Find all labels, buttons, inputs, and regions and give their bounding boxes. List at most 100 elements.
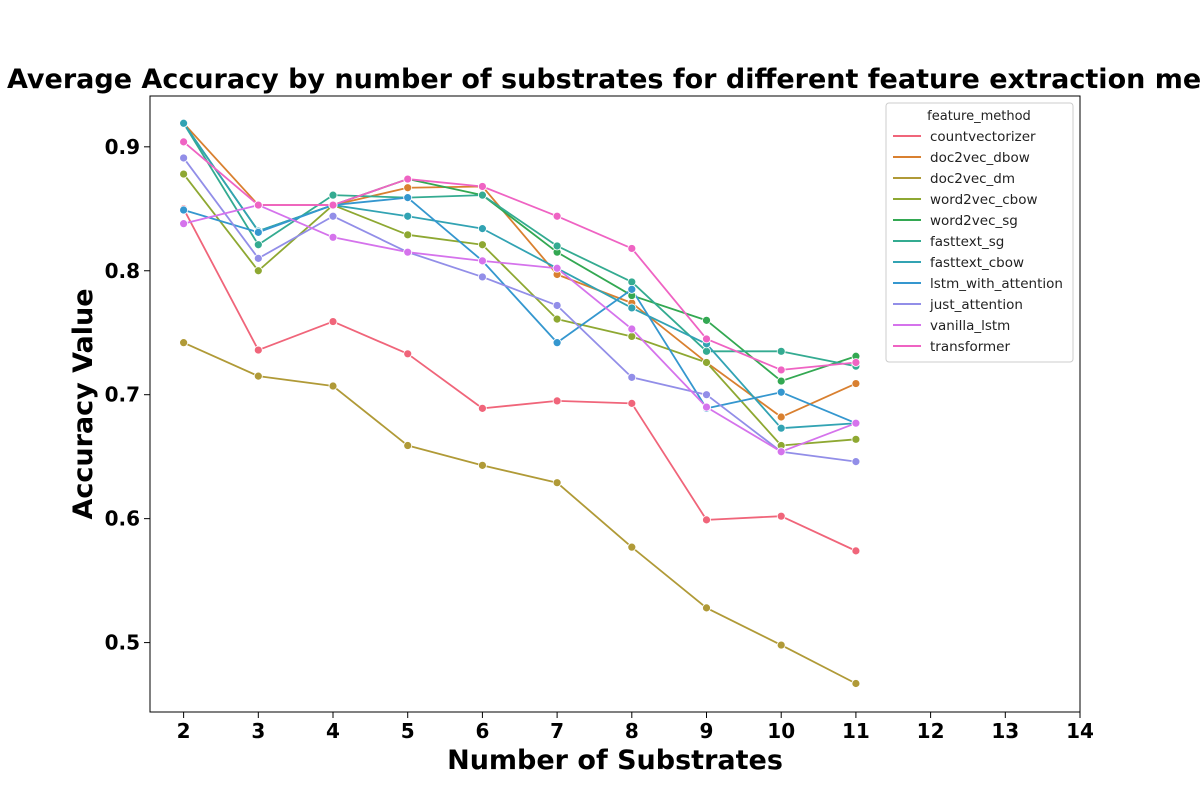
data-point-word2vec-cbow <box>179 169 189 179</box>
x-tick-label: 13 <box>991 719 1019 743</box>
series-line-fasttext-sg <box>182 122 857 368</box>
data-point-countvectorizer <box>253 345 263 355</box>
legend-label: vanilla_lstm <box>930 318 1010 334</box>
data-point-doc2vec-dm <box>328 381 338 391</box>
data-point-countvectorizer <box>328 317 338 326</box>
data-point-vanilla-lstm <box>702 402 711 412</box>
data-point-lstm-with-attention <box>253 227 263 237</box>
series-line-lstm-with-attention <box>183 196 857 425</box>
x-tick-label: 5 <box>401 719 415 743</box>
y-tick-label: 0.8 <box>105 259 140 283</box>
data-point-fasttext-sg <box>552 241 562 251</box>
y-tick-label: 0.5 <box>105 631 140 655</box>
data-point-just-attention <box>702 390 711 400</box>
legend-label: fasttext_sg <box>930 234 1004 250</box>
y-tick-label: 0.9 <box>105 135 140 159</box>
x-axis-label: Number of Substrates <box>447 745 783 776</box>
x-tick-label: 7 <box>550 719 564 743</box>
data-point-countvectorizer <box>702 515 711 525</box>
x-tick-label: 2 <box>177 719 191 743</box>
data-point-transformer <box>776 365 786 375</box>
data-point-fasttext-sg <box>776 346 786 356</box>
legend-label: just_attention <box>929 297 1023 313</box>
data-point-transformer <box>253 200 263 210</box>
legend-label: lstm_with_attention <box>930 276 1063 292</box>
data-point-doc2vec-dm <box>702 603 711 613</box>
data-point-fasttext-sg <box>478 190 487 200</box>
x-tick-label: 3 <box>251 719 265 743</box>
data-point-doc2vec-dbow <box>403 183 413 193</box>
data-point-transformer <box>851 358 861 367</box>
data-point-doc2vec-dm <box>253 371 263 381</box>
data-point-transformer <box>478 182 487 191</box>
data-point-countvectorizer <box>478 403 487 413</box>
data-point-vanilla-lstm <box>478 256 487 266</box>
series-line-transformer <box>183 141 856 371</box>
legend: feature_method countvectorizer doc2vec_dbo… <box>885 102 1074 363</box>
data-point-vanilla-lstm <box>328 232 338 242</box>
data-point-word2vec-cbow <box>702 358 711 367</box>
data-point-doc2vec-dm <box>179 338 189 348</box>
data-point-just-attention <box>328 211 338 221</box>
data-point-just-attention <box>627 372 637 382</box>
data-point-word2vec-cbow <box>627 332 637 341</box>
data-point-lstm-with-attention <box>403 193 413 203</box>
series-line-just-attention <box>182 157 857 463</box>
data-point-vanilla-lstm <box>403 247 413 257</box>
data-point-vanilla-lstm <box>851 418 861 428</box>
data-point-word2vec-cbow <box>403 230 413 240</box>
x-tick-label: 8 <box>625 719 639 743</box>
data-point-countvectorizer <box>776 511 786 521</box>
x-tick-label: 10 <box>767 719 795 743</box>
y-axis-label: Accuracy Value <box>68 288 99 519</box>
data-point-fasttext-cbow <box>627 303 637 313</box>
data-point-just-attention <box>478 272 487 282</box>
data-point-word2vec-cbow <box>478 240 487 250</box>
data-point-just-attention <box>179 153 189 163</box>
series-line-word2vec-sg <box>182 122 857 382</box>
data-point-word2vec-sg <box>776 376 786 386</box>
legend-label: doc2vec_dbow <box>930 150 1030 166</box>
plot-frame <box>149 95 1081 713</box>
x-tick-label: 11 <box>842 719 870 743</box>
data-point-doc2vec-dm <box>552 478 562 488</box>
data-point-doc2vec-dm <box>478 460 487 470</box>
x-tick-label: 12 <box>917 719 945 743</box>
data-point-lstm-with-attention <box>776 387 786 397</box>
legend-label: word2vec_sg <box>930 213 1018 229</box>
data-point-just-attention <box>552 301 562 310</box>
x-tick-label: 9 <box>700 719 714 743</box>
data-point-vanilla-lstm <box>179 219 189 229</box>
data-point-transformer <box>702 334 711 344</box>
data-point-lstm-with-attention <box>179 205 189 215</box>
y-tick-label: 0.6 <box>105 507 140 531</box>
data-point-fasttext-cbow <box>179 118 189 128</box>
data-point-fasttext-cbow <box>403 211 413 221</box>
data-point-countvectorizer <box>627 398 637 408</box>
data-point-fasttext-sg <box>253 240 263 250</box>
plot-area: 2 3 4 5 6 7 8 9 10 11 12 13 14 0.5 0.6 0.7 0.8 0.9 <box>105 95 1094 743</box>
data-point-doc2vec-dm <box>851 679 861 688</box>
chart-title: Average Accuracy by number of substrates… <box>7 64 1200 95</box>
data-point-transformer <box>403 174 413 184</box>
data-point-just-attention <box>253 253 263 263</box>
series-line-vanilla-lstm <box>183 204 857 453</box>
data-point-transformer <box>328 200 338 210</box>
data-point-fasttext-sg <box>702 346 711 356</box>
data-point-word2vec-cbow <box>851 434 861 444</box>
legend-box <box>885 102 1074 363</box>
data-point-fasttext-cbow <box>478 224 487 234</box>
legend-label: fasttext_cbow <box>930 255 1024 271</box>
data-point-doc2vec-dm <box>403 441 413 450</box>
series-line-doc2vec-dm <box>183 341 857 685</box>
series-line-countvectorizer <box>182 208 857 552</box>
legend-label: word2vec_cbow <box>930 192 1038 208</box>
x-tick-label: 4 <box>326 719 340 743</box>
data-point-doc2vec-dm <box>776 640 786 650</box>
x-tick-label: 6 <box>475 719 489 743</box>
data-point-fasttext-sg <box>328 190 338 200</box>
data-point-lstm-with-attention <box>552 338 562 348</box>
legend-label: transformer <box>930 339 1010 355</box>
data-point-transformer <box>552 211 562 221</box>
